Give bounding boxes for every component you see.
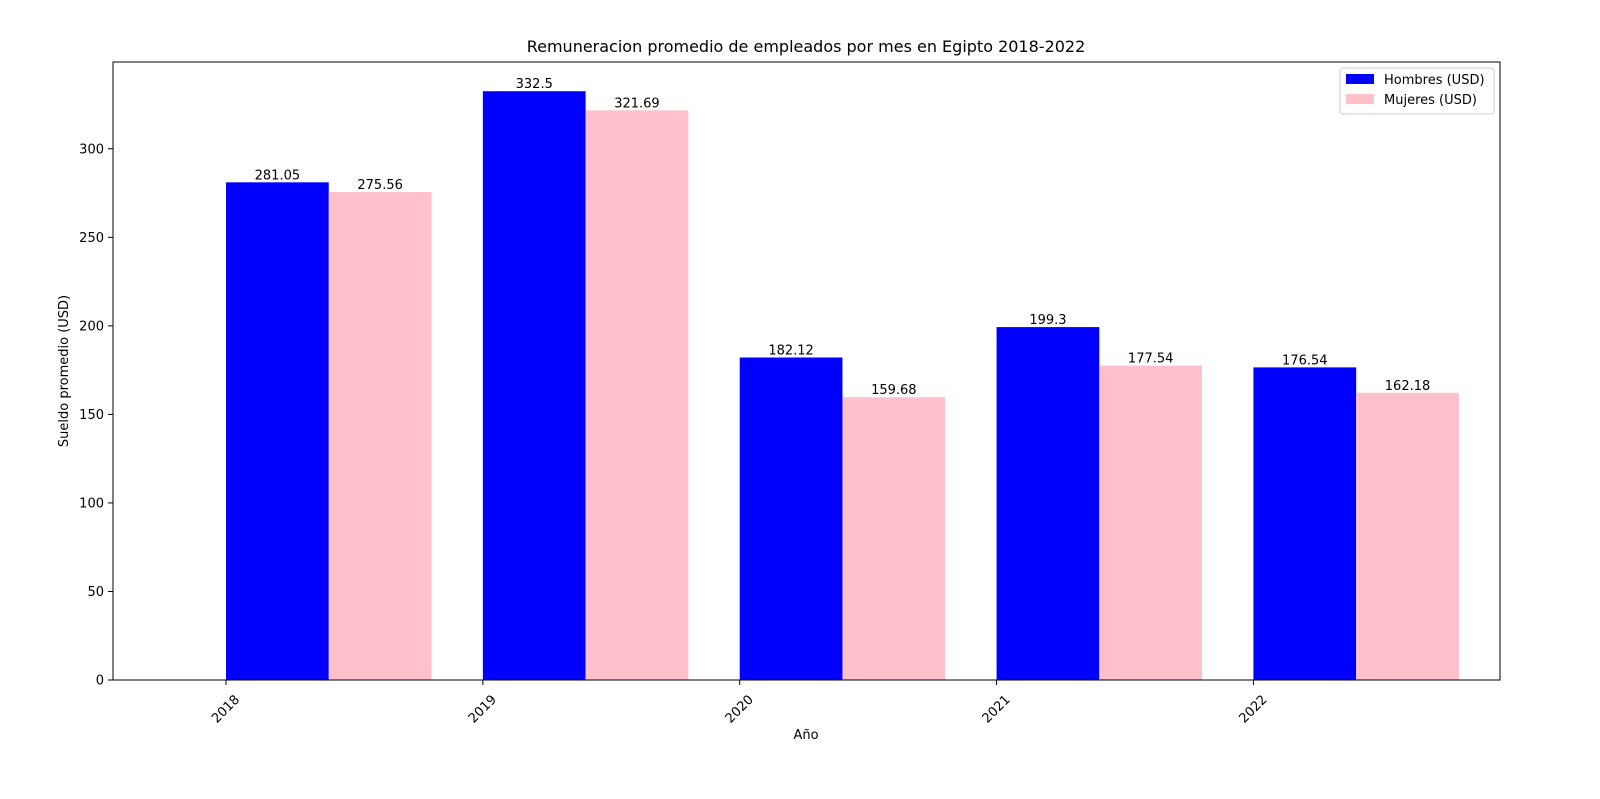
value-label-mujeres-2019: 321.69	[614, 96, 660, 111]
bars	[226, 91, 1459, 681]
plot-area-frame	[112, 61, 1501, 681]
bar-mujeres-2022	[1356, 392, 1459, 680]
bar-hombres-2019	[482, 91, 586, 680]
y-tick-label: 300	[79, 142, 104, 157]
y-tick-label: 50	[87, 585, 104, 600]
x-tick-label: 2021	[980, 692, 1014, 726]
bar-mujeres-2019	[585, 110, 689, 681]
y-axis-ticks: 0 50 100 150 200 250 300	[79, 142, 113, 689]
bar-mujeres-2020	[842, 397, 946, 680]
value-labels: 281.05 275.56 332.5 321.69 182.12 159.68 199.3…	[255, 77, 1431, 398]
bar-hombres-2021	[996, 327, 1100, 680]
value-label-hombres-2020: 182.12	[768, 344, 814, 359]
bar-hombres-2020	[739, 357, 843, 680]
value-label-mujeres-2018: 275.56	[357, 178, 403, 193]
legend-swatch-hombres	[1346, 74, 1374, 84]
x-tick-label: 2019	[466, 692, 500, 726]
y-axis-label: Sueldo promedio (USD)	[57, 295, 72, 447]
value-label-hombres-2022: 176.54	[1282, 353, 1328, 368]
value-label-mujeres-2021: 177.54	[1128, 352, 1174, 367]
x-tick-label: 2020	[723, 692, 757, 726]
legend-label-mujeres: Mujeres (USD)	[1384, 93, 1477, 108]
value-label-hombres-2019: 332.5	[516, 77, 553, 92]
y-tick-label: 0	[96, 674, 104, 689]
x-tick-label: 2022	[1236, 692, 1270, 726]
bar-hombres-2018	[226, 182, 329, 680]
legend: Hombres (USD) Mujeres (USD)	[1339, 67, 1495, 115]
value-label-hombres-2018: 281.05	[255, 168, 301, 183]
y-tick-label: 100	[79, 496, 104, 511]
y-tick-label: 200	[79, 319, 104, 334]
x-axis-label: Año	[793, 728, 818, 743]
value-label-hombres-2021: 199.3	[1029, 313, 1066, 328]
y-tick-label: 150	[79, 408, 104, 423]
legend-label-hombres: Hombres (USD)	[1384, 73, 1485, 88]
bar-mujeres-2021	[1099, 365, 1203, 680]
bar-hombres-2022	[1253, 367, 1357, 680]
legend-swatch-mujeres	[1346, 94, 1374, 104]
x-tick-label: 2018	[209, 692, 243, 726]
value-label-mujeres-2022: 162.18	[1385, 379, 1431, 394]
x-axis-ticks: 2018 2019 2020 2021 2022	[209, 680, 1270, 726]
bar-mujeres-2018	[328, 192, 432, 681]
value-label-mujeres-2020: 159.68	[871, 383, 917, 398]
y-tick-label: 250	[79, 231, 104, 246]
legend-box	[1339, 67, 1495, 115]
chart-title: Remuneracion promedio de empleados por m…	[527, 37, 1086, 56]
